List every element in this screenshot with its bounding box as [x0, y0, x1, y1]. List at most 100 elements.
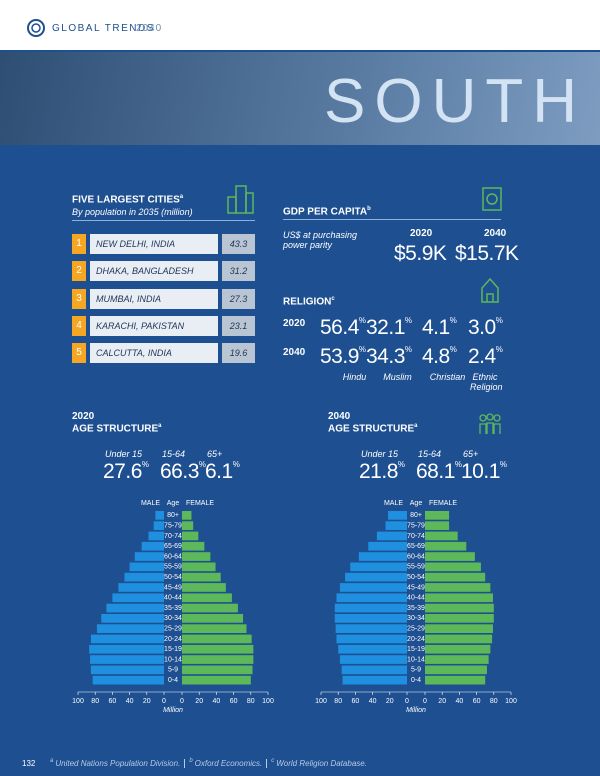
religion-value: 34.3%: [366, 345, 412, 368]
age-value: 6.1%: [205, 460, 240, 483]
bar: [425, 634, 493, 644]
age-label: 60-64: [164, 553, 182, 560]
age-label: 65-69: [407, 543, 425, 550]
x-tick-label: 40: [213, 698, 221, 705]
bar: [153, 521, 164, 530]
religion-label: Muslim: [383, 372, 412, 382]
bar: [338, 644, 407, 654]
x-tick-label: 80: [247, 698, 255, 705]
religion-year: 2020: [283, 318, 306, 329]
age-label: 55-59: [407, 564, 425, 571]
x-tick-label: 60: [352, 698, 360, 705]
bar: [90, 634, 164, 644]
bar: [182, 511, 192, 520]
bar: [339, 583, 407, 592]
age-label: 5-9: [168, 667, 178, 674]
bar: [425, 655, 489, 664]
banner: SOUTH: [0, 52, 600, 145]
header-title: GLOBAL TRENDS: [52, 23, 155, 34]
note-text: Oxford Economics.: [194, 758, 263, 768]
bar: [425, 541, 467, 551]
bar: [425, 675, 486, 685]
bar: [182, 593, 232, 603]
bar: [425, 552, 475, 561]
bar: [182, 655, 254, 664]
header: GLOBAL TRENDS 2040: [0, 0, 600, 50]
age-label: 40-44: [407, 595, 425, 602]
age-label: 55-59: [164, 564, 182, 571]
bar: [388, 511, 407, 520]
unit: %: [358, 316, 366, 325]
religion-value: 3.0%: [468, 316, 503, 339]
bar: [182, 583, 226, 592]
category-label: Age: [167, 500, 180, 507]
bar: [182, 614, 244, 623]
age-label: 0-4: [411, 677, 421, 684]
unit: %: [404, 345, 412, 354]
bar: [425, 531, 458, 541]
gdp-subtitle: US$ at purchasing power parity: [283, 230, 358, 250]
unit: %: [358, 345, 366, 354]
bar: [90, 655, 164, 664]
bar: [385, 521, 407, 530]
bar: [376, 531, 407, 541]
x-tick-label: 0: [423, 698, 427, 705]
unit: %: [232, 460, 240, 469]
bar: [182, 603, 238, 613]
title: RELIGION: [283, 296, 332, 308]
age-label: 15-19: [164, 646, 182, 653]
gdp-value: $15.7K: [455, 242, 519, 265]
x-tick-label: 60: [109, 698, 117, 705]
bar: [182, 541, 205, 551]
religion-label: Christian: [429, 372, 466, 382]
age-year: 2040: [328, 411, 351, 422]
city-rank: 1: [72, 234, 86, 254]
city-icon: [227, 185, 254, 214]
age-group: 65+: [207, 449, 223, 459]
cities-title: FIVE LARGEST CITIESa: [72, 194, 183, 205]
bar: [106, 603, 164, 613]
age-label: 65-69: [164, 543, 182, 550]
city-name: DHAKA, BANGLADESH: [90, 261, 218, 282]
divider: [283, 219, 501, 220]
bar: [124, 572, 164, 582]
bar: [335, 624, 407, 633]
title: FIVE LARGEST CITIES: [72, 194, 180, 206]
city-name: MUMBAI, INDIA: [90, 288, 218, 309]
bar: [336, 593, 407, 603]
x-tick-label: 60: [230, 698, 238, 705]
religion-value: 2.4%: [468, 345, 503, 368]
bar: [112, 593, 164, 603]
x-tick-label: 20: [386, 698, 394, 705]
city-name: NEW DELHI, INDIA: [90, 234, 218, 254]
x-tick-label: 20: [143, 698, 151, 705]
age-label: 50-54: [164, 574, 182, 581]
unit: %: [141, 460, 149, 469]
x-tick-label: 40: [456, 698, 464, 705]
footnote: c World Religion Database.: [266, 758, 367, 768]
age-label: 60-64: [407, 553, 425, 560]
bar: [368, 541, 407, 551]
footnote: a United Nations Population Division.: [50, 758, 180, 768]
age-group: 15-64: [162, 449, 186, 459]
city-rank: 5: [72, 343, 86, 364]
religion-value: 4.1%: [422, 316, 457, 339]
age-label: 80+: [167, 512, 179, 519]
note: a: [158, 423, 162, 429]
logo: [27, 19, 45, 37]
note: c: [331, 296, 335, 302]
bar: [89, 644, 164, 654]
city-rank: 3: [72, 288, 86, 309]
x-tick-label: 40: [126, 698, 134, 705]
unit: %: [397, 460, 405, 469]
age-label: 70-74: [164, 533, 182, 540]
bar: [182, 521, 194, 530]
x-tick-label: 100: [315, 698, 327, 705]
age-label: 30-34: [164, 615, 182, 622]
age-label: 40-44: [164, 595, 182, 602]
note-mark: b: [189, 758, 193, 764]
footnotes: a United Nations Population Division. b Oxf…: [50, 758, 367, 768]
age-group: 15-64: [418, 449, 442, 459]
bar: [341, 665, 407, 675]
